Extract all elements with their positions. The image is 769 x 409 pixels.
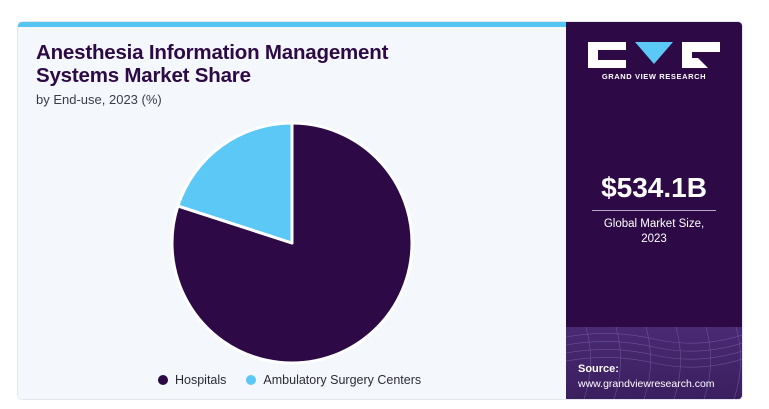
market-size-value: $534.1B: [601, 172, 707, 203]
pie-chart: [170, 121, 414, 365]
chart-title: Anesthesia Information Management System…: [36, 41, 389, 87]
market-size-label-line2: 2023: [641, 233, 667, 245]
legend-swatch-hospitals: [158, 375, 168, 385]
chart-card: Anesthesia Information Management System…: [18, 22, 742, 399]
divider: [592, 210, 716, 211]
legend-label-hospitals: Hospitals: [175, 373, 227, 387]
legend-swatch-ambulatory-surgery-centers: [246, 375, 257, 385]
market-size-label: Global Market Size, 2023: [566, 217, 742, 247]
legend-item-ambulatory-surgery-centers: Ambulatory Surgery Centers: [246, 373, 421, 387]
legend-item-hospitals: Hospitals: [158, 373, 226, 387]
brand-name: GRAND VIEW RESEARCH: [601, 72, 707, 81]
legend: Hospitals Ambulatory Surgery Centers: [158, 373, 441, 387]
pie-slice-ambulatory-surgery-centers: [176, 121, 294, 245]
market-size-label-line1: Global Market Size,: [603, 218, 705, 230]
source-url[interactable]: www.grandviewresearch.com: [578, 378, 715, 390]
wave-pattern: [566, 327, 742, 399]
grand-view-research-logo: [588, 42, 720, 68]
chart-subtitle: by End-use, 2023 (%): [36, 92, 162, 107]
chart-panel: Anesthesia Information Management System…: [18, 22, 566, 399]
source-panel: Source: www.grandviewresearch.com: [566, 327, 742, 399]
sidebar-panel: GRAND VIEW RESEARCH $534.1B Global Marke…: [566, 22, 742, 399]
source-label: Source:: [578, 363, 619, 375]
legend-label-ambulatory-surgery-centers: Ambulatory Surgery Centers: [263, 373, 422, 387]
